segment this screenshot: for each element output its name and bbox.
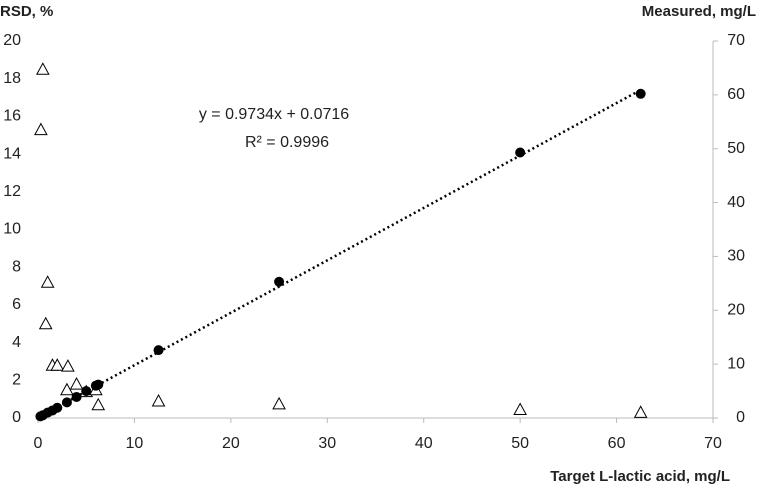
y2-tick-label: 10 (727, 355, 745, 372)
circle-point (274, 276, 285, 287)
triangle-point (513, 402, 527, 416)
circle-point (153, 345, 164, 356)
y-axis-title: RSD, % (0, 3, 53, 20)
x-tick-label: 10 (126, 435, 144, 452)
y-tick-label: 2 (12, 372, 21, 389)
x-tick-label: 70 (704, 435, 722, 452)
y2-tick-label: 50 (727, 140, 745, 157)
x-tick-label: 60 (608, 435, 626, 452)
triangle-point (35, 62, 50, 75)
circle-point (81, 386, 92, 397)
trend-r2: R² = 0.9996 (245, 134, 329, 151)
triangle-point (272, 396, 286, 410)
y2-tick-label: 0 (736, 409, 745, 426)
x-tick-label: 20 (222, 435, 240, 452)
y-tick-label: 4 (12, 334, 21, 351)
circle-point (515, 147, 526, 158)
circle-point (71, 391, 82, 402)
triangle-point (151, 393, 166, 407)
y2-tick-label: 60 (727, 86, 745, 103)
y-tick-label: 18 (3, 70, 21, 87)
y-tick-label: 16 (3, 108, 21, 125)
circle-point (61, 397, 72, 408)
x-tick-label: 30 (318, 435, 336, 452)
triangle-point (50, 358, 65, 371)
y-tick-label: 14 (3, 145, 21, 162)
y-tick-label: 20 (3, 32, 21, 49)
x-tick-label: 50 (511, 435, 529, 452)
y2-tick-label: 20 (727, 302, 745, 319)
triangle-point (40, 275, 55, 288)
x-axis-title: Target L-lactic acid, mg/L (550, 468, 730, 485)
y2-axis-title: Measured, mg/L (642, 3, 756, 20)
circle-point (93, 379, 104, 390)
y-tick-label: 0 (12, 409, 21, 426)
triangle-point (61, 359, 75, 372)
triangle-point (38, 316, 53, 330)
triangle-point (34, 122, 48, 136)
triangle-point (91, 397, 106, 411)
trendline (39, 88, 642, 418)
triangle-point (633, 405, 648, 418)
triangle-point (69, 377, 84, 390)
y-tick-label: 12 (3, 183, 21, 200)
x-tick-label: 40 (415, 435, 433, 452)
y-tick-label: 10 (3, 221, 21, 238)
y2-tick-label: 30 (727, 248, 745, 265)
y2-tick-label: 70 (727, 32, 745, 49)
y-tick-label: 8 (12, 258, 21, 275)
y2-tick-label: 40 (727, 194, 745, 211)
x-tick-label: 0 (34, 435, 43, 452)
y-tick-label: 6 (12, 296, 21, 313)
circle-point (52, 402, 63, 413)
trend-equation: y = 0.9734x + 0.0716 (199, 106, 349, 123)
circle-point (635, 88, 646, 99)
